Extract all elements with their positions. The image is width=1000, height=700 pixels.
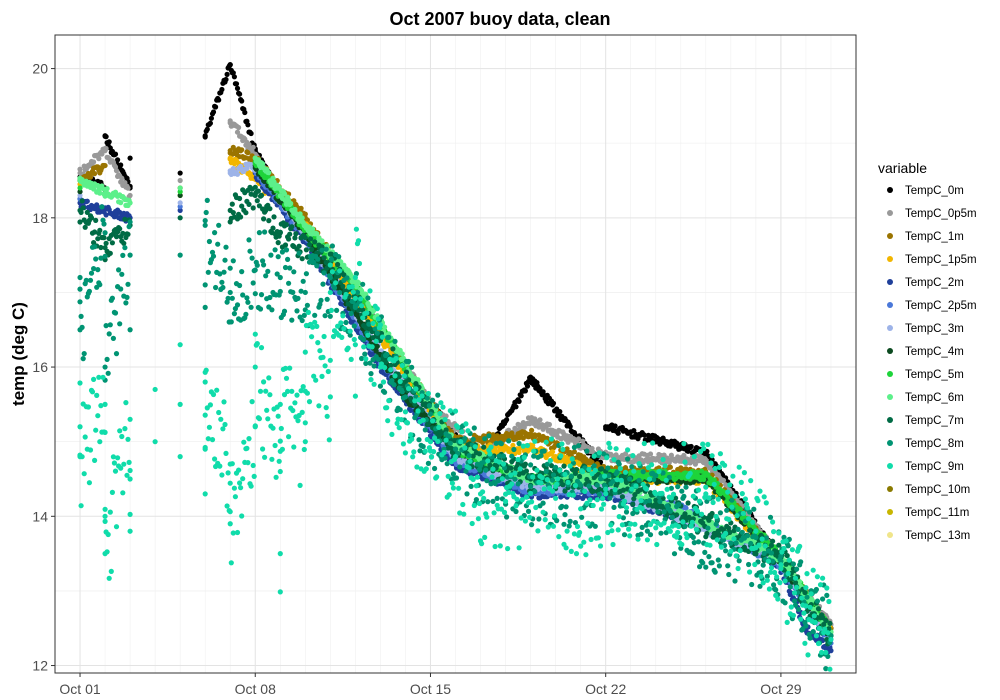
data-point bbox=[667, 464, 674, 470]
data-point bbox=[106, 139, 112, 145]
data-point bbox=[571, 449, 578, 455]
data-point bbox=[564, 446, 570, 452]
data-point bbox=[631, 428, 637, 434]
data-point bbox=[213, 104, 219, 110]
grid-major bbox=[55, 35, 856, 673]
data-point bbox=[245, 150, 251, 156]
data-point bbox=[720, 477, 727, 483]
data-point bbox=[641, 432, 647, 438]
data-point bbox=[216, 97, 222, 103]
data-point bbox=[118, 162, 124, 168]
data-point bbox=[101, 162, 107, 169]
data-point bbox=[510, 442, 516, 448]
data-points bbox=[77, 62, 834, 672]
data-point bbox=[557, 409, 563, 415]
data-point bbox=[234, 171, 241, 177]
data-point bbox=[227, 62, 233, 68]
data-point bbox=[504, 417, 510, 423]
data-point bbox=[304, 217, 310, 223]
data-point bbox=[77, 185, 83, 191]
data-point bbox=[567, 423, 573, 430]
data-point bbox=[223, 76, 229, 83]
data-point bbox=[177, 170, 183, 176]
data-point bbox=[125, 185, 131, 191]
data-point bbox=[233, 81, 240, 87]
data-point bbox=[516, 398, 522, 404]
chart-title: Oct 2007 buoy data, clean bbox=[389, 9, 610, 29]
data-point bbox=[245, 122, 251, 128]
data-point bbox=[177, 207, 183, 213]
data-point bbox=[580, 438, 586, 444]
data-point bbox=[546, 421, 553, 428]
data-point bbox=[537, 417, 543, 423]
data-point bbox=[246, 141, 252, 148]
data-point bbox=[113, 168, 120, 174]
data-point bbox=[210, 109, 217, 115]
data-point bbox=[237, 91, 243, 97]
data-point bbox=[668, 452, 675, 458]
data-point bbox=[565, 439, 571, 445]
data-point bbox=[204, 126, 210, 132]
data-point bbox=[692, 461, 699, 467]
data-point bbox=[119, 175, 125, 181]
data-point bbox=[529, 427, 535, 433]
data-point bbox=[647, 451, 654, 457]
data-point bbox=[230, 70, 236, 76]
data-point bbox=[544, 435, 550, 441]
data-point bbox=[202, 134, 208, 140]
data-point bbox=[248, 130, 254, 137]
data-point bbox=[127, 155, 133, 161]
data-point bbox=[239, 147, 245, 153]
data-point bbox=[250, 144, 256, 150]
data-point bbox=[234, 129, 241, 135]
data-point bbox=[576, 436, 582, 442]
data-point bbox=[92, 171, 98, 177]
data-point bbox=[208, 115, 214, 121]
data-point bbox=[612, 423, 618, 429]
data-point bbox=[103, 145, 109, 152]
data-point bbox=[96, 156, 102, 162]
data-point bbox=[103, 212, 109, 218]
data-point bbox=[219, 86, 225, 93]
data-point bbox=[77, 166, 83, 172]
data-point bbox=[583, 456, 589, 462]
data-point bbox=[242, 109, 248, 116]
data-point bbox=[207, 120, 213, 126]
data-point bbox=[177, 200, 183, 206]
data-point bbox=[550, 400, 557, 406]
data-point bbox=[615, 430, 621, 436]
data-point bbox=[549, 449, 556, 455]
data-point bbox=[103, 134, 109, 140]
data-point bbox=[513, 404, 519, 410]
data-point bbox=[688, 443, 694, 450]
data-point bbox=[239, 98, 245, 104]
data-point bbox=[374, 343, 380, 349]
data-point bbox=[177, 177, 183, 184]
data-point bbox=[84, 198, 90, 204]
data-point bbox=[524, 383, 531, 389]
data-point bbox=[112, 151, 119, 157]
data-point bbox=[302, 211, 308, 217]
data-point bbox=[509, 430, 515, 436]
data-point bbox=[298, 205, 304, 211]
data-point bbox=[231, 74, 237, 80]
data-point bbox=[516, 449, 522, 455]
data-point bbox=[224, 71, 230, 77]
data-point bbox=[236, 124, 242, 131]
data-point bbox=[518, 393, 524, 399]
data-point bbox=[522, 388, 529, 394]
data-point bbox=[115, 157, 121, 163]
data-point bbox=[91, 159, 97, 165]
data-point bbox=[622, 451, 629, 457]
data-point bbox=[234, 85, 241, 91]
